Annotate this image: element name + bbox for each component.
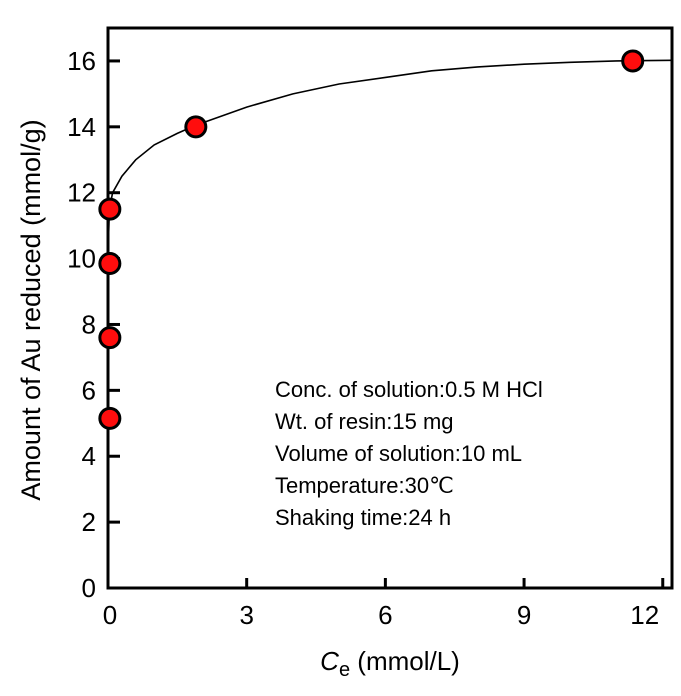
plot-frame <box>106 26 674 590</box>
data-point <box>184 115 208 139</box>
y-tick-label: 6 <box>82 375 96 405</box>
annotation-line: Conc. of solution:0.5 M HCl <box>275 377 543 402</box>
x-tick-label: 12 <box>630 600 659 630</box>
x-tick-label: 6 <box>378 600 392 630</box>
y-tick-label: 0 <box>82 573 96 603</box>
data-point <box>98 197 122 221</box>
y-tick-label: 14 <box>67 112 96 142</box>
y-tick-label: 16 <box>67 46 96 76</box>
x-tick-label: 9 <box>517 600 531 630</box>
x-tick-label: 3 <box>239 600 253 630</box>
y-tick-label: 2 <box>82 507 96 537</box>
annotation-line: Temperature:30℃ <box>275 473 454 498</box>
annotation-line: Wt. of resin:15 mg <box>275 409 454 434</box>
annotation-line: Shaking time:24 h <box>275 505 451 530</box>
y-tick-label: 12 <box>67 178 96 208</box>
y-tick-label: 10 <box>67 244 96 274</box>
y-axis-label: Amount of Au reduced (mmol/g) <box>16 119 46 500</box>
y-tick-label: 8 <box>82 309 96 339</box>
fit-curve <box>107 59 673 292</box>
data-point <box>98 326 122 350</box>
data-point <box>98 252 122 276</box>
x-tick-label: 0 <box>103 600 117 630</box>
y-tick-label: 4 <box>82 441 96 471</box>
data-point <box>621 49 645 73</box>
x-axis-label: Ce (mmol/L) <box>320 646 460 681</box>
data-point <box>98 406 122 430</box>
annotation-line: Volume of solution:10 mL <box>275 441 522 466</box>
